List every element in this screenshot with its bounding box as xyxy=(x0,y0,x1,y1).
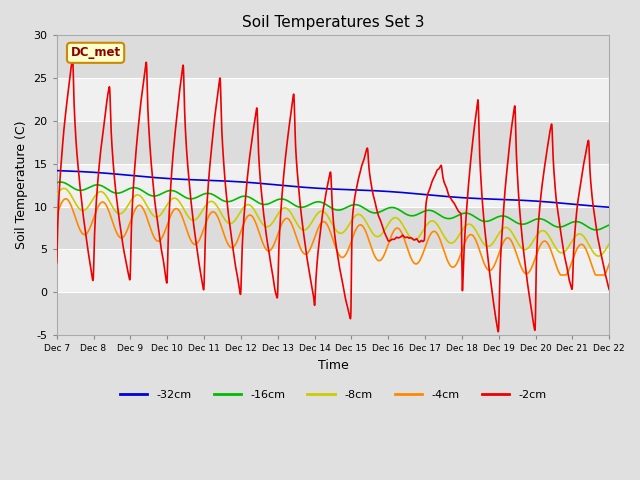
Legend: -32cm, -16cm, -8cm, -4cm, -2cm: -32cm, -16cm, -8cm, -4cm, -2cm xyxy=(115,385,551,404)
Text: DC_met: DC_met xyxy=(70,46,121,60)
Bar xyxy=(57,78,609,121)
Bar xyxy=(57,206,609,249)
Bar xyxy=(57,121,609,164)
Bar xyxy=(57,164,609,206)
Y-axis label: Soil Temperature (C): Soil Temperature (C) xyxy=(15,121,28,250)
Bar xyxy=(57,292,609,335)
Title: Soil Temperatures Set 3: Soil Temperatures Set 3 xyxy=(242,15,424,30)
Bar xyxy=(57,249,609,292)
X-axis label: Time: Time xyxy=(317,359,348,372)
Bar xyxy=(57,36,609,78)
